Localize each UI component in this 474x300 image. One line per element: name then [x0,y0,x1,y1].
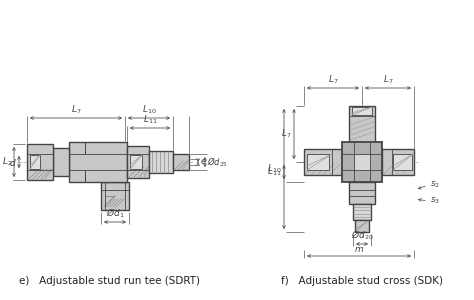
Text: $s_3$: $s_3$ [430,196,440,206]
Text: $L_7$: $L_7$ [71,103,81,116]
Polygon shape [304,149,342,175]
Text: $Ød_{25}$: $Ød_{25}$ [207,155,228,169]
Text: e)   Adjustable stud run tee (SDRT): e) Adjustable stud run tee (SDRT) [19,276,201,286]
Text: f)   Adjustable stud cross (SDK): f) Adjustable stud cross (SDK) [281,276,443,286]
Polygon shape [382,149,414,175]
Polygon shape [130,155,142,169]
Polygon shape [173,154,189,170]
Text: $L_{11}$: $L_{11}$ [143,113,157,126]
Text: $L_{11}$: $L_{11}$ [267,166,282,178]
Text: $L_{10}$: $L_{10}$ [267,163,282,175]
Text: $e$: $e$ [200,158,207,166]
Text: $L_7$: $L_7$ [383,74,393,86]
Text: $m$: $m$ [354,245,364,254]
Polygon shape [27,144,53,180]
Text: $L_2$: $L_2$ [1,156,12,168]
Polygon shape [53,148,69,176]
Text: $L_7$: $L_7$ [328,74,338,86]
Polygon shape [342,142,382,182]
Polygon shape [101,182,129,210]
Text: $L_7$: $L_7$ [282,128,292,140]
Text: $s_2$: $s_2$ [430,180,440,190]
Polygon shape [354,154,370,170]
Text: $d$: $d$ [9,157,17,167]
Polygon shape [127,146,149,178]
Polygon shape [30,155,40,169]
Polygon shape [393,154,412,170]
Polygon shape [149,151,173,173]
Polygon shape [307,154,329,170]
Text: $Ød_1$: $Ød_1$ [106,206,124,220]
Polygon shape [349,106,375,142]
Text: $L_{10}$: $L_{10}$ [142,103,156,116]
Polygon shape [355,220,369,232]
Polygon shape [69,142,127,182]
Polygon shape [352,107,372,115]
Text: $Ød_{20}$: $Ød_{20}$ [351,229,374,242]
Polygon shape [349,182,375,204]
Polygon shape [353,204,371,220]
